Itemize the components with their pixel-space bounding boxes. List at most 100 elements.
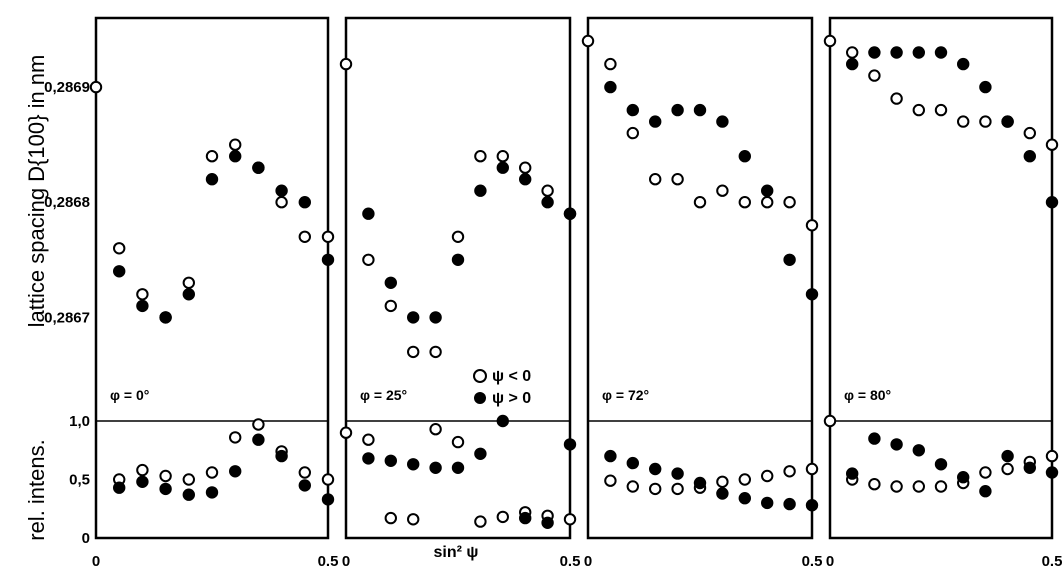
legend-label-positive: ψ > 0 [492,390,531,407]
panel-3-lower-point [912,480,925,493]
panel-1-upper-point [496,150,509,163]
panel-1-upper-point [429,345,442,359]
panel-3-x-tick-label: 0.5 [1042,553,1062,570]
panel-2-frame [586,16,814,540]
panel-3-lower-point [1045,449,1059,463]
panel-2-upper-point [671,173,684,186]
panel-0-upper-point [159,311,172,324]
panel-1-upper-point [384,276,397,289]
panel-3-lower-point [868,432,881,445]
panel-0-lower-point [229,431,242,444]
panel-3-upper-point [868,46,881,59]
panel-3-upper-point [912,103,925,117]
panel-1-lower-point [429,423,442,436]
panel-0-lower-point [113,481,126,494]
panel-3-lower-point [934,480,948,493]
panel-0-upper-point [275,184,288,197]
panel-3-upper-point [1045,138,1059,151]
panel-2-lower-point [604,474,617,487]
panel-1-x-tick-label: 0 [342,553,350,570]
lower-y-tick-label: 1,0 [69,413,90,430]
panel-0-x-tick-label: 0 [92,553,100,570]
panel-2-upper-point [626,126,639,140]
panel-1-upper-point [519,161,532,174]
panel-1-upper-point [451,253,465,266]
panel-3-lower-point [934,458,948,471]
panel-0-upper-point [298,196,311,209]
panel-3-lower-point [1045,466,1059,479]
panel-2-x-tick-label: 0 [584,553,592,570]
panel-2-upper-point [716,184,729,197]
panel-1-upper-point [362,207,375,220]
panel-1-lower-point [563,513,577,526]
upper-y-tick-label: 0,2867 [44,309,90,326]
panel-1-lower-point [407,513,420,526]
panel-1-upper-point [474,184,487,197]
panel-3-upper-point [979,115,992,128]
panel-2-phi-label: φ = 72° [602,387,649,403]
panel-1-upper-point [474,150,487,163]
panel-2-lower-point [738,492,751,505]
panel-1-upper-point [362,253,375,266]
upper-y-tick-label: 0,2869 [44,79,90,96]
panel-2-lower-point [649,482,662,496]
panel-0-upper-point [252,161,265,174]
panel-0-lower-point [252,418,265,431]
panel-2-lower-point [761,469,774,483]
panel-0-upper-point [298,230,311,244]
panel-2-upper-point [738,150,751,163]
panel-0-upper-point [89,80,103,94]
panel-0-phi-label: φ = 0° [110,387,149,403]
panel-1-lower-point [384,454,397,467]
panel-2-lower-point [671,467,684,480]
panel-1-lower-point [407,458,420,471]
panel-3-upper-point [934,103,948,117]
panel-3-upper-point [912,46,925,59]
panel-3-lower-point [957,471,970,484]
panel-0-lower-point [298,466,311,479]
panel-2-lower-point [783,465,796,478]
panel-2-upper-point [783,253,796,266]
upper-y-tick-label: 0,2868 [44,194,90,211]
panel-3-lower-point [912,444,925,457]
panel-0-upper-point [205,173,219,186]
panel-0-lower-point [229,465,242,478]
panel-0-lower-point [182,473,196,486]
lower-y-tick-label: 0,5 [69,472,90,489]
panel-3-lower-point [1001,462,1014,476]
panel-0-lower-point [252,433,265,446]
panel-0-lower-point [136,463,149,477]
panel-3-upper-point [823,34,837,48]
panel-2-upper-point [649,173,662,186]
panel-3-upper-point [957,115,970,128]
panel-0-upper-point [182,288,196,301]
panel-0-lower-point [275,449,288,463]
panel-1-lower-point [362,433,375,446]
x-axis-label: sin² ψ [434,544,479,561]
panel-2-upper-point [604,80,617,94]
panel-1-lower-point [496,510,509,524]
panel-1-frame [344,16,572,540]
panel-2-lower-point [626,456,639,470]
panel-3-phi-label: φ = 80° [844,387,891,403]
panel-1-lower-point [519,511,532,525]
panel-2-lower-point [626,480,639,493]
panel-3-lower-point [890,438,903,451]
panel-1-upper-point [541,184,554,197]
panel-2-lower-point [805,499,819,512]
panel-1-upper-point [563,207,577,220]
panel-0-upper-point [229,138,242,151]
upper-y-axis-label: lattice spacing D{100} in nm [24,55,49,328]
panel-2-upper-point [716,115,729,128]
panel-3-upper-point [1045,196,1059,209]
panel-3-upper-point [1001,115,1014,128]
panel-1-upper-point [519,173,532,186]
panel-1-lower-point [429,461,442,474]
panel-3-frame [828,16,1054,540]
panel-2-upper-point [761,196,774,209]
panel-0-frame [94,16,330,540]
panel-1-upper-point [541,196,554,209]
panel-1-upper-point [429,311,442,324]
legend-label-negative: ψ < 0 [492,368,531,385]
panel-0-lower-point [321,493,335,506]
